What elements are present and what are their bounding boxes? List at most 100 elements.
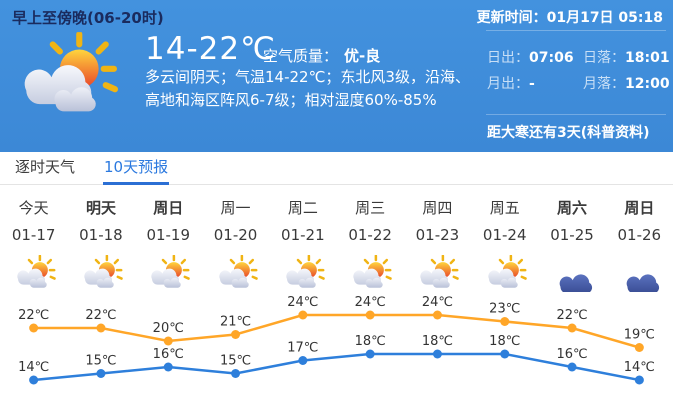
high-temp-label: 24℃	[355, 295, 386, 310]
high-temp-point	[298, 310, 308, 320]
low-temp-point	[567, 362, 577, 372]
moonrise-moonset-row: 月出：- 月落：12:00	[487, 73, 671, 93]
header-divider	[486, 114, 666, 115]
low-temp-point	[29, 375, 39, 385]
tab-hourly-weather[interactable]: 逐时天气	[15, 158, 76, 176]
day-date-01-22[interactable]: 01-22	[348, 226, 392, 244]
update-time: 更新时间：01月17日 05:18	[476, 10, 663, 26]
cloudy-icon	[606, 251, 673, 295]
high-temp-line	[33, 313, 640, 349]
low-temp-point	[231, 369, 241, 378]
temperature-trend-chart: 22℃ 22℃ 20℃ 21℃ 24℃ 24℃ 24℃ 23℃ 22℃ 19℃ 14℃ 15℃ 16℃ 1…	[18, 295, 655, 385]
low-temp-label: 15℃	[220, 354, 251, 369]
day-date-01-24[interactable]: 01-24	[482, 226, 527, 244]
day-date-01-20[interactable]: 01-20	[213, 226, 258, 244]
day-name-01-26[interactable]: 周日	[624, 199, 655, 217]
low-temp-line	[33, 352, 640, 382]
low-temp-label: 17℃	[287, 341, 318, 356]
header-divider	[486, 30, 666, 31]
high-temp-label: 19℃	[624, 328, 655, 343]
forecast-tabs: 逐时天气 10天预报	[0, 152, 673, 185]
sunrise-time: 07:06	[529, 50, 574, 66]
day-name-01-23[interactable]: 周四	[422, 199, 453, 217]
partly-cloudy-icon	[67, 251, 134, 295]
moonset-time: 12:00	[625, 76, 670, 92]
day-name-01-19[interactable]: 周日	[153, 199, 184, 217]
partly-cloudy-icon	[0, 251, 67, 295]
low-temp-point	[365, 349, 375, 359]
tab-10-day-forecast[interactable]: 10天预报	[102, 152, 170, 185]
day-name-01-17[interactable]: 今天	[18, 199, 49, 217]
low-temp-point	[500, 349, 510, 359]
partly-cloudy-icon	[336, 251, 403, 295]
high-temp-point	[567, 323, 577, 333]
sunset-time: 18:01	[625, 50, 670, 66]
high-temp-point	[163, 336, 173, 346]
day-date-01-25[interactable]: 01-25	[550, 226, 594, 244]
high-temp-label: 24℃	[422, 295, 453, 310]
low-temp-point	[96, 369, 106, 378]
moonset-label: 月落：	[583, 76, 625, 92]
date-row: 01-17 01-18 01-19 01-20 01-21 01-22 01-23 01-24…	[0, 226, 673, 244]
day-name-01-20[interactable]: 周一	[220, 199, 251, 217]
air-quality: 空气质量： 优-良	[263, 45, 380, 66]
low-temp-label: 18℃	[422, 334, 453, 349]
day-name-row: 今天 明天 周日 周一 周二 周三 周四 周五 周六 周日	[0, 197, 673, 218]
low-temp-label: 14℃	[18, 360, 49, 375]
current-conditions-panel: 早上至傍晚(06-20时) 更新时间：01月17日 05:18 14-22℃ 空…	[0, 0, 673, 152]
air-quality-value: 优-良	[344, 47, 381, 65]
moonrise-label: 月出：	[487, 76, 529, 92]
high-temp-point	[432, 310, 442, 320]
high-temp-point	[365, 310, 375, 320]
low-temp-label: 14℃	[624, 360, 655, 375]
sunset-label: 日落：	[583, 50, 625, 66]
weather-icon-row	[0, 251, 673, 295]
day-name-01-24[interactable]: 周五	[489, 199, 520, 217]
high-temp-point	[231, 330, 241, 339]
high-temp-label: 22℃	[556, 308, 587, 323]
day-date-01-19[interactable]: 01-19	[146, 226, 191, 244]
high-temp-label: 23℃	[489, 302, 520, 317]
partly-cloudy-icon	[135, 251, 202, 295]
high-temp-label: 21℃	[220, 315, 251, 330]
partly-cloudy-icon	[12, 30, 118, 124]
day-date-01-23[interactable]: 01-23	[415, 226, 460, 244]
low-temp-point	[163, 362, 173, 372]
low-temp-label: 18℃	[489, 334, 520, 349]
low-temp-point	[634, 375, 644, 385]
solar-term-countdown-link[interactable]: 距大寒还有3天(科普资料)	[487, 125, 650, 141]
low-temp-point	[298, 356, 308, 365]
high-temp-point	[96, 323, 106, 333]
high-temp-label: 22℃	[85, 308, 116, 323]
day-name-01-18[interactable]: 明天	[85, 199, 116, 217]
day-name-01-25[interactable]: 周六	[557, 199, 588, 217]
day-name-01-22[interactable]: 周三	[355, 199, 386, 217]
high-temp-label: 24℃	[287, 295, 318, 310]
weather-description: 多云间阴天；气温14-22℃；东北风3级，沿海、高地和海区阵风6-7级；相对湿度…	[145, 68, 470, 109]
partly-cloudy-icon	[471, 251, 538, 295]
day-date-01-18[interactable]: 01-18	[79, 226, 123, 244]
partly-cloudy-icon	[404, 251, 471, 295]
day-date-01-26[interactable]: 01-26	[617, 226, 662, 244]
day-name-01-21[interactable]: 周二	[287, 199, 318, 217]
cloudy-icon	[538, 251, 605, 295]
partly-cloudy-icon	[269, 251, 336, 295]
high-temp-label: 22℃	[18, 308, 49, 323]
high-temp-point	[634, 343, 644, 352]
sunrise-sunset-row: 日出：07:06 日落：18:01	[487, 47, 671, 67]
partly-cloudy-icon	[202, 251, 269, 295]
high-temp-point	[29, 323, 39, 333]
low-temp-label: 15℃	[85, 354, 116, 369]
low-temp-label: 16℃	[153, 347, 184, 362]
forecast-period-title: 早上至傍晚(06-20时)	[12, 9, 164, 27]
air-quality-label: 空气质量：	[263, 47, 339, 65]
moonrise-time: -	[529, 76, 535, 92]
low-temp-label: 18℃	[355, 334, 386, 349]
high-temp-point	[500, 317, 510, 326]
sunrise-label: 日出：	[487, 50, 529, 66]
high-temp-label: 20℃	[153, 321, 184, 336]
day-date-01-17[interactable]: 01-17	[11, 226, 56, 244]
low-temp-label: 16℃	[556, 347, 587, 362]
day-date-01-21[interactable]: 01-21	[281, 226, 325, 244]
